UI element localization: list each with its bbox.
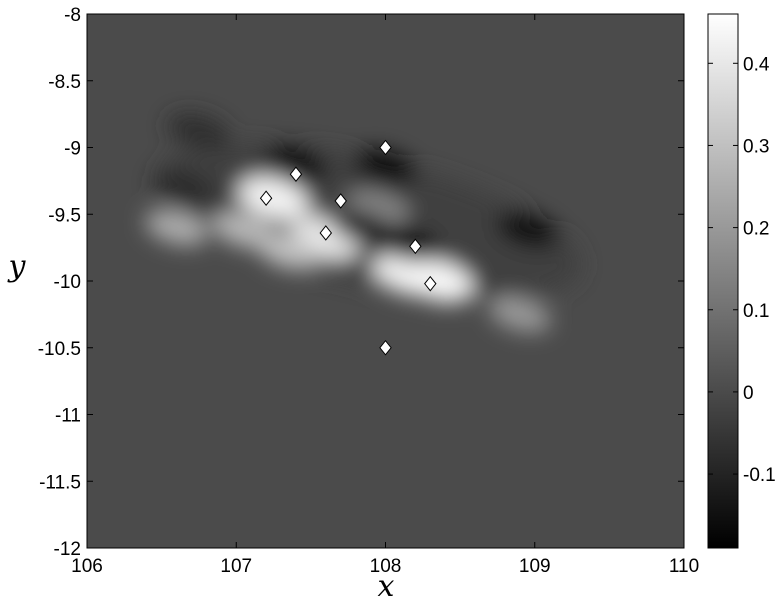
diamond-marker (259, 190, 273, 207)
y-axis-label: y (7, 249, 27, 284)
field-blob (402, 259, 473, 303)
field-blob (145, 209, 208, 246)
field-blob (376, 225, 439, 262)
field-blob (354, 149, 417, 186)
diamond-marker (319, 225, 333, 241)
y-tick-label: -10 (54, 272, 81, 293)
field-layer (145, 113, 581, 333)
marker-layer (259, 139, 437, 356)
field-blob (496, 212, 559, 248)
y-tick-label: -8.5 (48, 72, 81, 93)
x-tick-label: 110 (669, 556, 699, 577)
field-blob (152, 169, 216, 206)
diamond-marker (379, 339, 392, 356)
field-blob (212, 212, 275, 248)
diamond-marker (379, 139, 392, 156)
colorbar-tick-label: 0.1 (743, 301, 769, 322)
colorbar-gradient (707, 13, 739, 549)
plot-area (86, 13, 685, 549)
colorbar: 0.4 0.3 0.2 0.1 0 -0.1 (707, 13, 776, 549)
y-tick-label: -9.5 (48, 205, 81, 226)
x-tick-label: 107 (220, 556, 252, 577)
field-blob (238, 176, 309, 220)
diamond-marker (334, 193, 347, 209)
x-tick-label: 106 (71, 556, 103, 577)
colorbar-ticks: 0.4 0.3 0.2 0.1 0 -0.1 (708, 54, 776, 486)
colorbar-tick-label: 0.2 (743, 219, 769, 240)
diamond-marker (424, 275, 437, 292)
x-axis: 106 107 108 109 110 (71, 14, 699, 577)
field-blob (264, 145, 328, 182)
diamond-marker (289, 166, 303, 183)
colorbar-tick-label: -0.1 (743, 465, 776, 486)
y-tick-label: -8 (64, 5, 81, 26)
x-tick-label: 109 (519, 556, 551, 577)
diamond-marker (409, 238, 422, 255)
colorbar-tick-label: 0 (743, 383, 754, 404)
field-blob (488, 296, 551, 333)
x-tick-label: 108 (370, 556, 402, 577)
field-blob (167, 113, 231, 150)
y-tick-label: -11 (55, 406, 81, 427)
y-tick-label: -10.5 (38, 339, 81, 360)
colorbar-tick-label: 0.4 (743, 54, 770, 75)
x-axis-label: x (378, 569, 395, 602)
y-tick-label: -11.5 (39, 472, 81, 493)
y-axis: -8 -8.5 -9 -9.5 -10 -10.5 -11 -11.5 -12 (38, 5, 684, 560)
y-tick-label: -9 (64, 139, 81, 160)
field-blob (257, 233, 320, 270)
colorbar-tick-label: 0.3 (743, 136, 769, 157)
y-tick-label: -12 (54, 539, 81, 560)
